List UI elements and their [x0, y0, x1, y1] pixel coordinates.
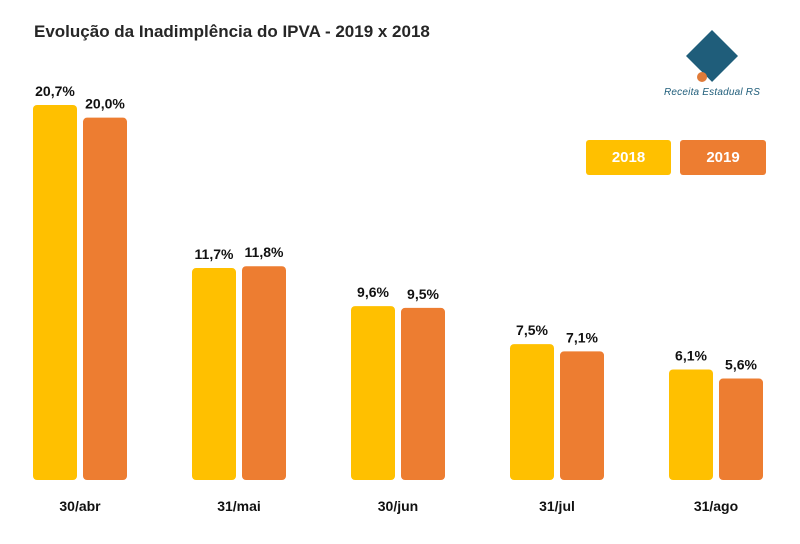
legend-2019-label: 2019 [706, 149, 740, 166]
bar-2018-31/mai [192, 268, 236, 480]
bar-2018-31/jul [510, 344, 554, 480]
data-label-2018-31/mai: 11,7% [195, 246, 234, 262]
bar-2018-30/jun [351, 306, 395, 480]
bar-2019-31/ago [719, 378, 763, 480]
legend-2019: 2019 [680, 140, 766, 175]
legend-2018: 2018 [586, 140, 671, 175]
data-label-2018-30/jun: 9,6% [357, 284, 389, 300]
category-label-30/abr: 30/abr [59, 498, 101, 514]
legend-2018-label: 2018 [611, 149, 646, 166]
data-label-2019-31/ago: 5,6% [725, 357, 757, 373]
bar-2019-30/abr [83, 117, 127, 481]
bar-2018-31/ago [669, 369, 713, 480]
bar-2019-31/mai [242, 266, 286, 480]
bar-2019-30/jun [401, 307, 445, 480]
diamond-logo-icon [686, 30, 738, 82]
data-label-2019-31/mai: 11,8% [245, 244, 284, 260]
category-label-30/jun: 30/jun [378, 498, 418, 514]
data-label-2018-31/jul: 7,5% [516, 322, 548, 338]
bar-2018-30/abr [33, 105, 77, 480]
category-label-31/jul: 31/jul [539, 498, 575, 514]
chart-title: Evolução da Inadimplência do IPVA - 2019… [34, 22, 430, 41]
category-label-31/ago: 31/ago [694, 498, 738, 514]
logo-dot [697, 72, 707, 82]
data-label-2019-31/jul: 7,1% [566, 329, 598, 345]
data-label-2019-30/jun: 9,5% [407, 286, 439, 302]
logo-text: Receita Estadual RS [664, 87, 761, 98]
data-label-2019-30/abr: 20,0% [85, 96, 125, 112]
category-label-31/mai: 31/mai [217, 498, 261, 514]
data-label-2018-30/abr: 20,7% [35, 83, 75, 99]
bar-2019-31/jul [560, 351, 604, 480]
logo-diamond [686, 30, 738, 82]
data-label-2018-31/ago: 6,1% [675, 347, 707, 363]
